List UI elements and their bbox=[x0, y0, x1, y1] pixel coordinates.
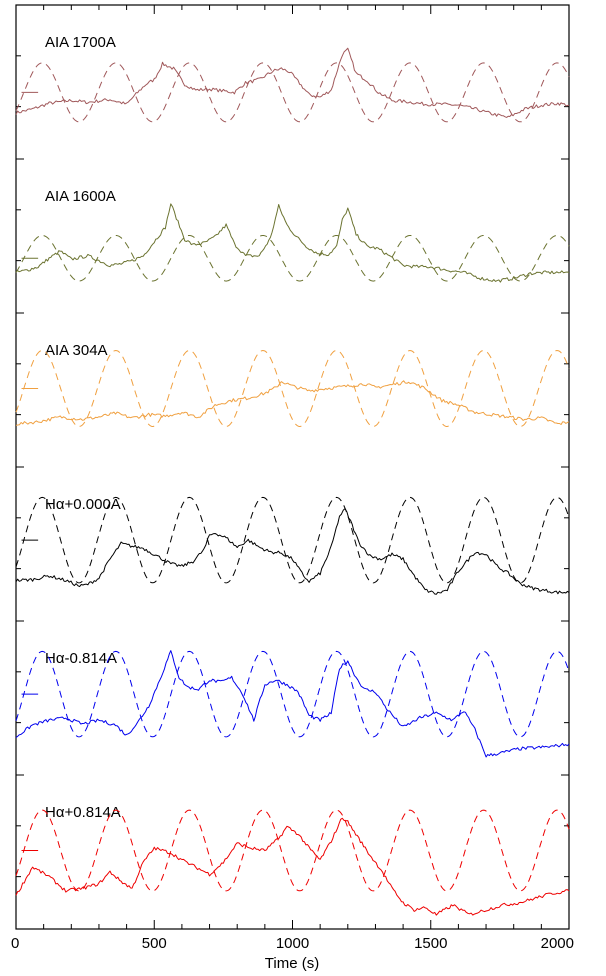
x-axis-title: Time (s) bbox=[265, 955, 319, 972]
observed-series-line bbox=[15, 380, 570, 426]
reference-wave-line bbox=[15, 62, 570, 123]
observed-series-line bbox=[15, 203, 570, 283]
panel-2: AIA 1600A bbox=[15, 158, 570, 283]
observed-series-line bbox=[15, 508, 570, 595]
chart-panels: AIA 1700A AIA 1600A AIA 304A Hα+0.000A Hα-0.… bbox=[15, 34, 570, 916]
x-axis: 0 500 1000 1500 2000 bbox=[11, 5, 574, 952]
panel-label: AIA 1600A bbox=[45, 188, 116, 205]
reference-wave-line bbox=[15, 809, 570, 892]
panel-label: Hα+0.814A bbox=[45, 804, 121, 821]
observed-series-line bbox=[15, 650, 570, 758]
chart-frame bbox=[15, 4, 570, 930]
reference-wave-line bbox=[15, 349, 570, 428]
panel-label: Hα+0.000A bbox=[45, 496, 121, 513]
panel-label: AIA 304A bbox=[45, 342, 108, 359]
panel-3: AIA 304A bbox=[15, 312, 570, 428]
x-tick-label: 1000 bbox=[276, 935, 309, 952]
reference-wave-line bbox=[15, 235, 570, 282]
panel-5: Hα-0.814A bbox=[15, 620, 570, 758]
panel-1: AIA 1700A bbox=[15, 34, 570, 123]
x-tick-label: 1500 bbox=[414, 935, 447, 952]
observed-series-line bbox=[15, 817, 570, 916]
panel-label: Hα-0.814A bbox=[45, 650, 117, 667]
x-tick-label: 0 bbox=[11, 935, 19, 952]
observed-series-line bbox=[15, 47, 570, 118]
panel-6: Hα+0.814A bbox=[15, 774, 570, 916]
reference-wave-line bbox=[15, 496, 570, 584]
x-tick-label: 2000 bbox=[541, 935, 574, 952]
panel-4: Hα+0.000A bbox=[15, 466, 570, 595]
reference-wave-line bbox=[15, 650, 570, 738]
x-tick-label: 500 bbox=[142, 935, 167, 952]
panel-label: AIA 1700A bbox=[45, 34, 116, 51]
